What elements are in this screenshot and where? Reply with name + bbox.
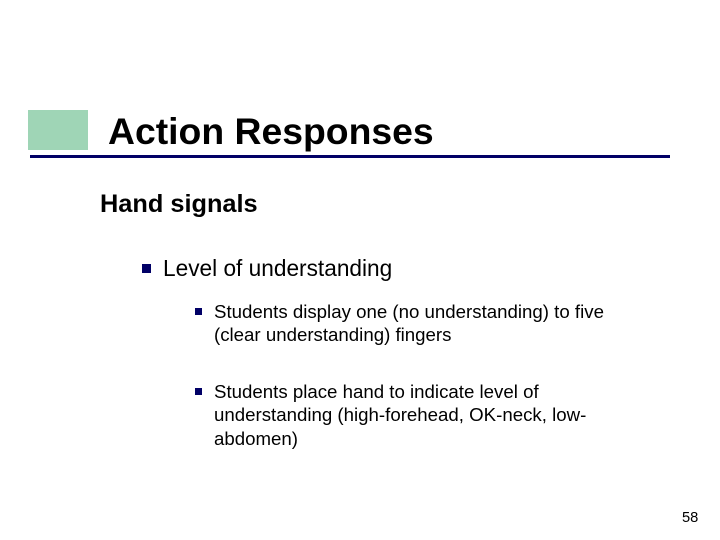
square-bullet-icon — [195, 308, 202, 315]
bullet-level1-text: Level of understanding — [163, 255, 392, 282]
subheading: Hand signals — [100, 190, 258, 219]
title-wrap: Action Responses — [108, 110, 434, 153]
slide: Action Responses Hand signals Level of u… — [0, 0, 720, 540]
title-underline — [30, 155, 670, 158]
accent-box — [28, 110, 88, 150]
bullet-level2: Students place hand to indicate level of… — [195, 380, 644, 450]
bullet-level1: Level of understanding — [142, 255, 392, 282]
bullet-level2: Students display one (no understanding) … — [195, 300, 644, 347]
bullet-level2-text: Students display one (no understanding) … — [214, 300, 644, 347]
page-number: 58 — [682, 510, 698, 526]
bullet-level2-text: Students place hand to indicate level of… — [214, 380, 644, 450]
square-bullet-icon — [142, 264, 151, 273]
slide-title: Action Responses — [108, 110, 434, 153]
square-bullet-icon — [195, 388, 202, 395]
